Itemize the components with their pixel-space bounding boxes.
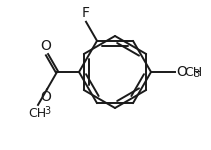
Text: CH: CH bbox=[184, 66, 202, 79]
Text: 3: 3 bbox=[44, 106, 50, 116]
Text: F: F bbox=[82, 6, 90, 20]
Text: O: O bbox=[41, 90, 51, 104]
Text: O: O bbox=[176, 65, 187, 79]
Text: CH: CH bbox=[28, 107, 46, 120]
Text: O: O bbox=[41, 39, 51, 53]
Text: 3: 3 bbox=[193, 69, 200, 79]
